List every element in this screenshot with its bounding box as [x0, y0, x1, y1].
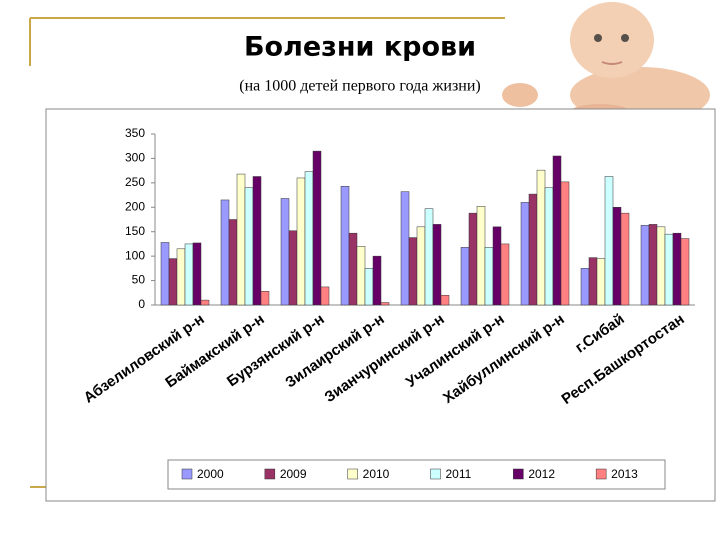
- y-tick-label: 100: [125, 248, 145, 262]
- baby-image: [502, 2, 710, 123]
- legend-swatch: [181, 468, 193, 480]
- bar: [476, 206, 486, 306]
- bar: [304, 171, 314, 306]
- bar: [536, 169, 546, 306]
- bar: [604, 176, 614, 306]
- bar: [296, 177, 306, 306]
- bar: [320, 286, 330, 306]
- bar: [588, 257, 598, 306]
- bar: [244, 187, 254, 306]
- bar: [312, 150, 322, 306]
- bar: [680, 238, 690, 306]
- bar: [648, 224, 658, 306]
- bar: [640, 225, 650, 306]
- legend-swatch: [430, 468, 441, 480]
- legend-swatch: [347, 468, 358, 480]
- bar: [520, 202, 530, 306]
- y-tick-label: 300: [125, 151, 145, 165]
- bar: [620, 212, 630, 306]
- y-tick-label: 50: [132, 273, 146, 287]
- bar: [192, 242, 202, 306]
- legend: [167, 459, 666, 490]
- y-tick-label: 150: [125, 224, 145, 238]
- bar: [280, 198, 290, 306]
- bar: [596, 258, 606, 306]
- bar: [432, 224, 442, 306]
- bar: [364, 268, 374, 306]
- bar: [460, 247, 470, 306]
- bar: [356, 246, 366, 306]
- bar: [484, 247, 494, 306]
- y-tick-label: 250: [125, 175, 145, 189]
- legend-label: 2012: [528, 467, 555, 481]
- bar: [380, 302, 390, 306]
- bar: [528, 193, 538, 306]
- bar: [236, 173, 246, 306]
- bar: [372, 255, 382, 306]
- bar: [176, 248, 186, 306]
- legend-label: 2009: [280, 467, 307, 481]
- bar: [348, 232, 358, 306]
- bar: [424, 208, 434, 306]
- legend-swatch: [513, 468, 524, 480]
- bar: [612, 207, 622, 306]
- bar: [560, 181, 570, 306]
- bar: [468, 212, 478, 306]
- bar: [440, 294, 450, 306]
- bar: [184, 243, 194, 306]
- bar: [252, 176, 262, 306]
- bar: [500, 243, 510, 306]
- legend-label: 2011: [446, 467, 472, 481]
- bar: [552, 155, 562, 306]
- bar: [672, 232, 682, 306]
- bar: [544, 187, 554, 306]
- bar: [288, 230, 298, 306]
- bar: [200, 299, 210, 306]
- chart-title: Болезни крови: [244, 32, 476, 63]
- chart-subtitle: (на 1000 детей первого года жизни): [239, 78, 481, 95]
- legend-label: 2013: [611, 467, 638, 481]
- bar: [408, 237, 418, 306]
- bar: [160, 242, 170, 306]
- bar: [220, 199, 230, 306]
- legend-label: 2000: [197, 467, 224, 481]
- bar: [664, 233, 674, 306]
- legend-swatch: [595, 468, 607, 480]
- bar: [400, 191, 410, 306]
- y-tick-label: 350: [125, 126, 145, 140]
- bar: [580, 268, 590, 306]
- y-tick-label: 200: [125, 199, 145, 213]
- y-tick-label: 0: [138, 297, 145, 311]
- bar: [228, 219, 238, 306]
- legend-swatch: [264, 468, 276, 480]
- bar: [340, 186, 350, 306]
- bar: [492, 226, 502, 306]
- legend-label: 2010: [363, 467, 390, 481]
- bar: [416, 226, 426, 306]
- bar: [656, 226, 666, 306]
- bar: [260, 291, 270, 306]
- bar: [168, 258, 178, 306]
